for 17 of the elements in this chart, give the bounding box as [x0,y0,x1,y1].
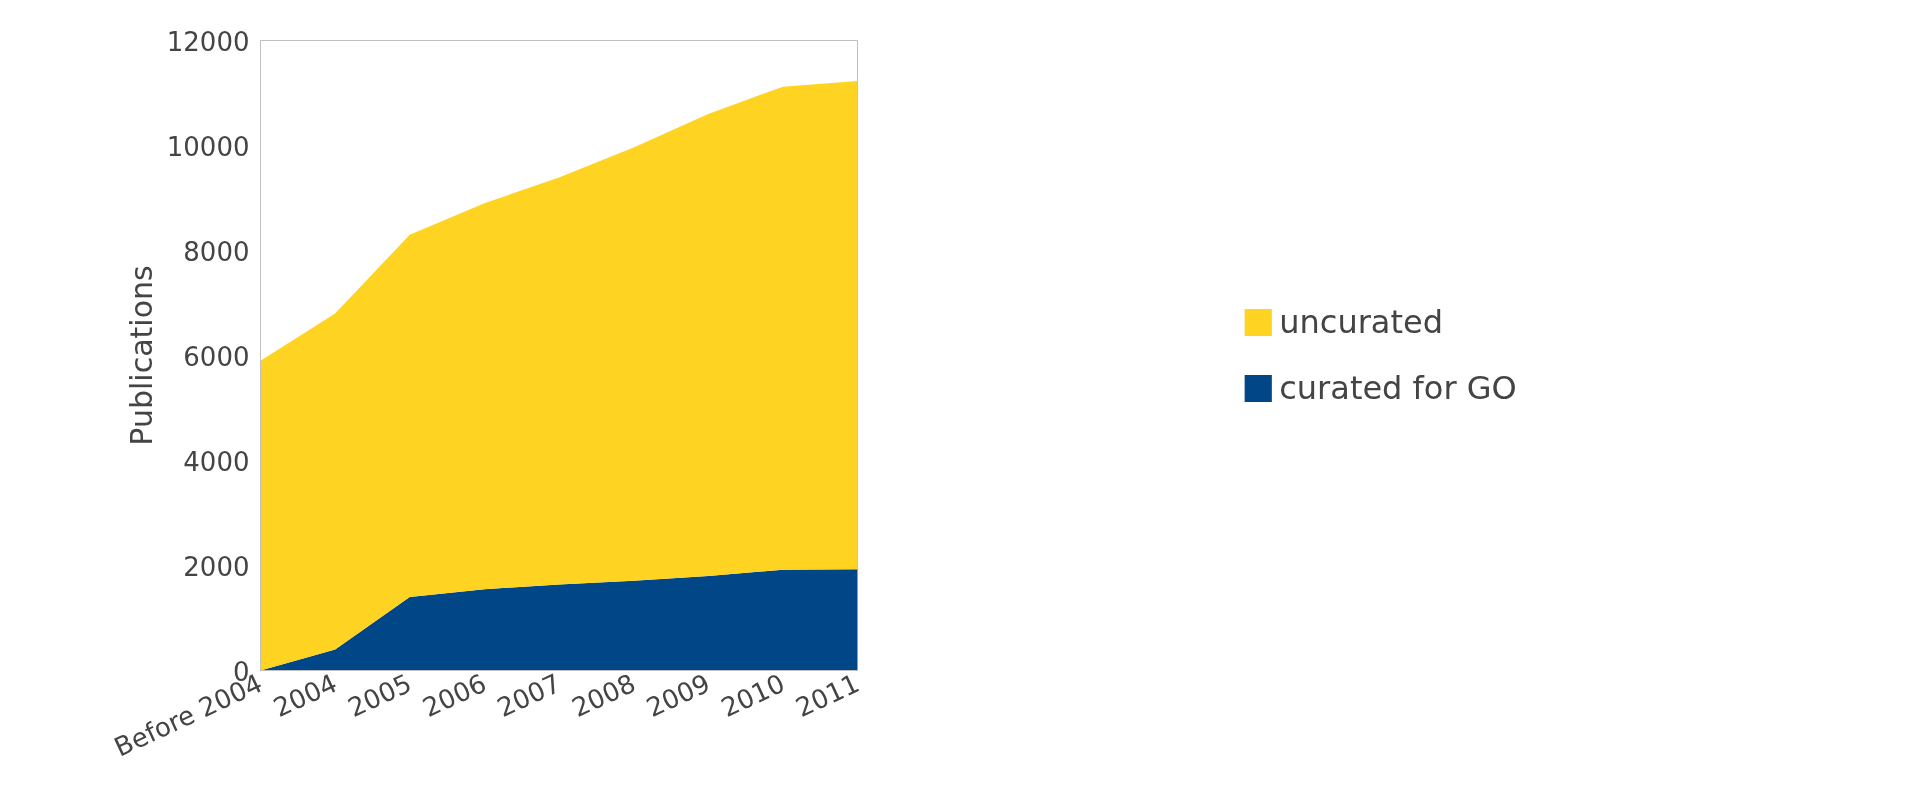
x-tick-label: 2007 [492,667,566,724]
legend-label: uncurated [1279,303,1443,341]
y-axis-title: Publications [123,265,159,446]
y-tick-label: 8000 [183,236,250,267]
x-tick-label: 2006 [418,667,491,724]
legend-label: curated for GO [1279,369,1517,407]
y-tick-label: 12000 [166,26,250,57]
y-tick-label: 4000 [183,446,250,477]
x-tick-label: 2004 [268,667,342,724]
y-tick-label: 2000 [183,551,250,582]
x-tick-label: 2010 [716,667,790,724]
x-tick-label: 2005 [343,667,417,724]
y-tick-label: 10000 [166,131,250,162]
x-tick-label: 2011 [791,667,864,724]
y-tick-label: 6000 [183,341,250,372]
x-tick-label: 2008 [567,667,640,724]
x-tick-label: 2009 [641,667,715,724]
